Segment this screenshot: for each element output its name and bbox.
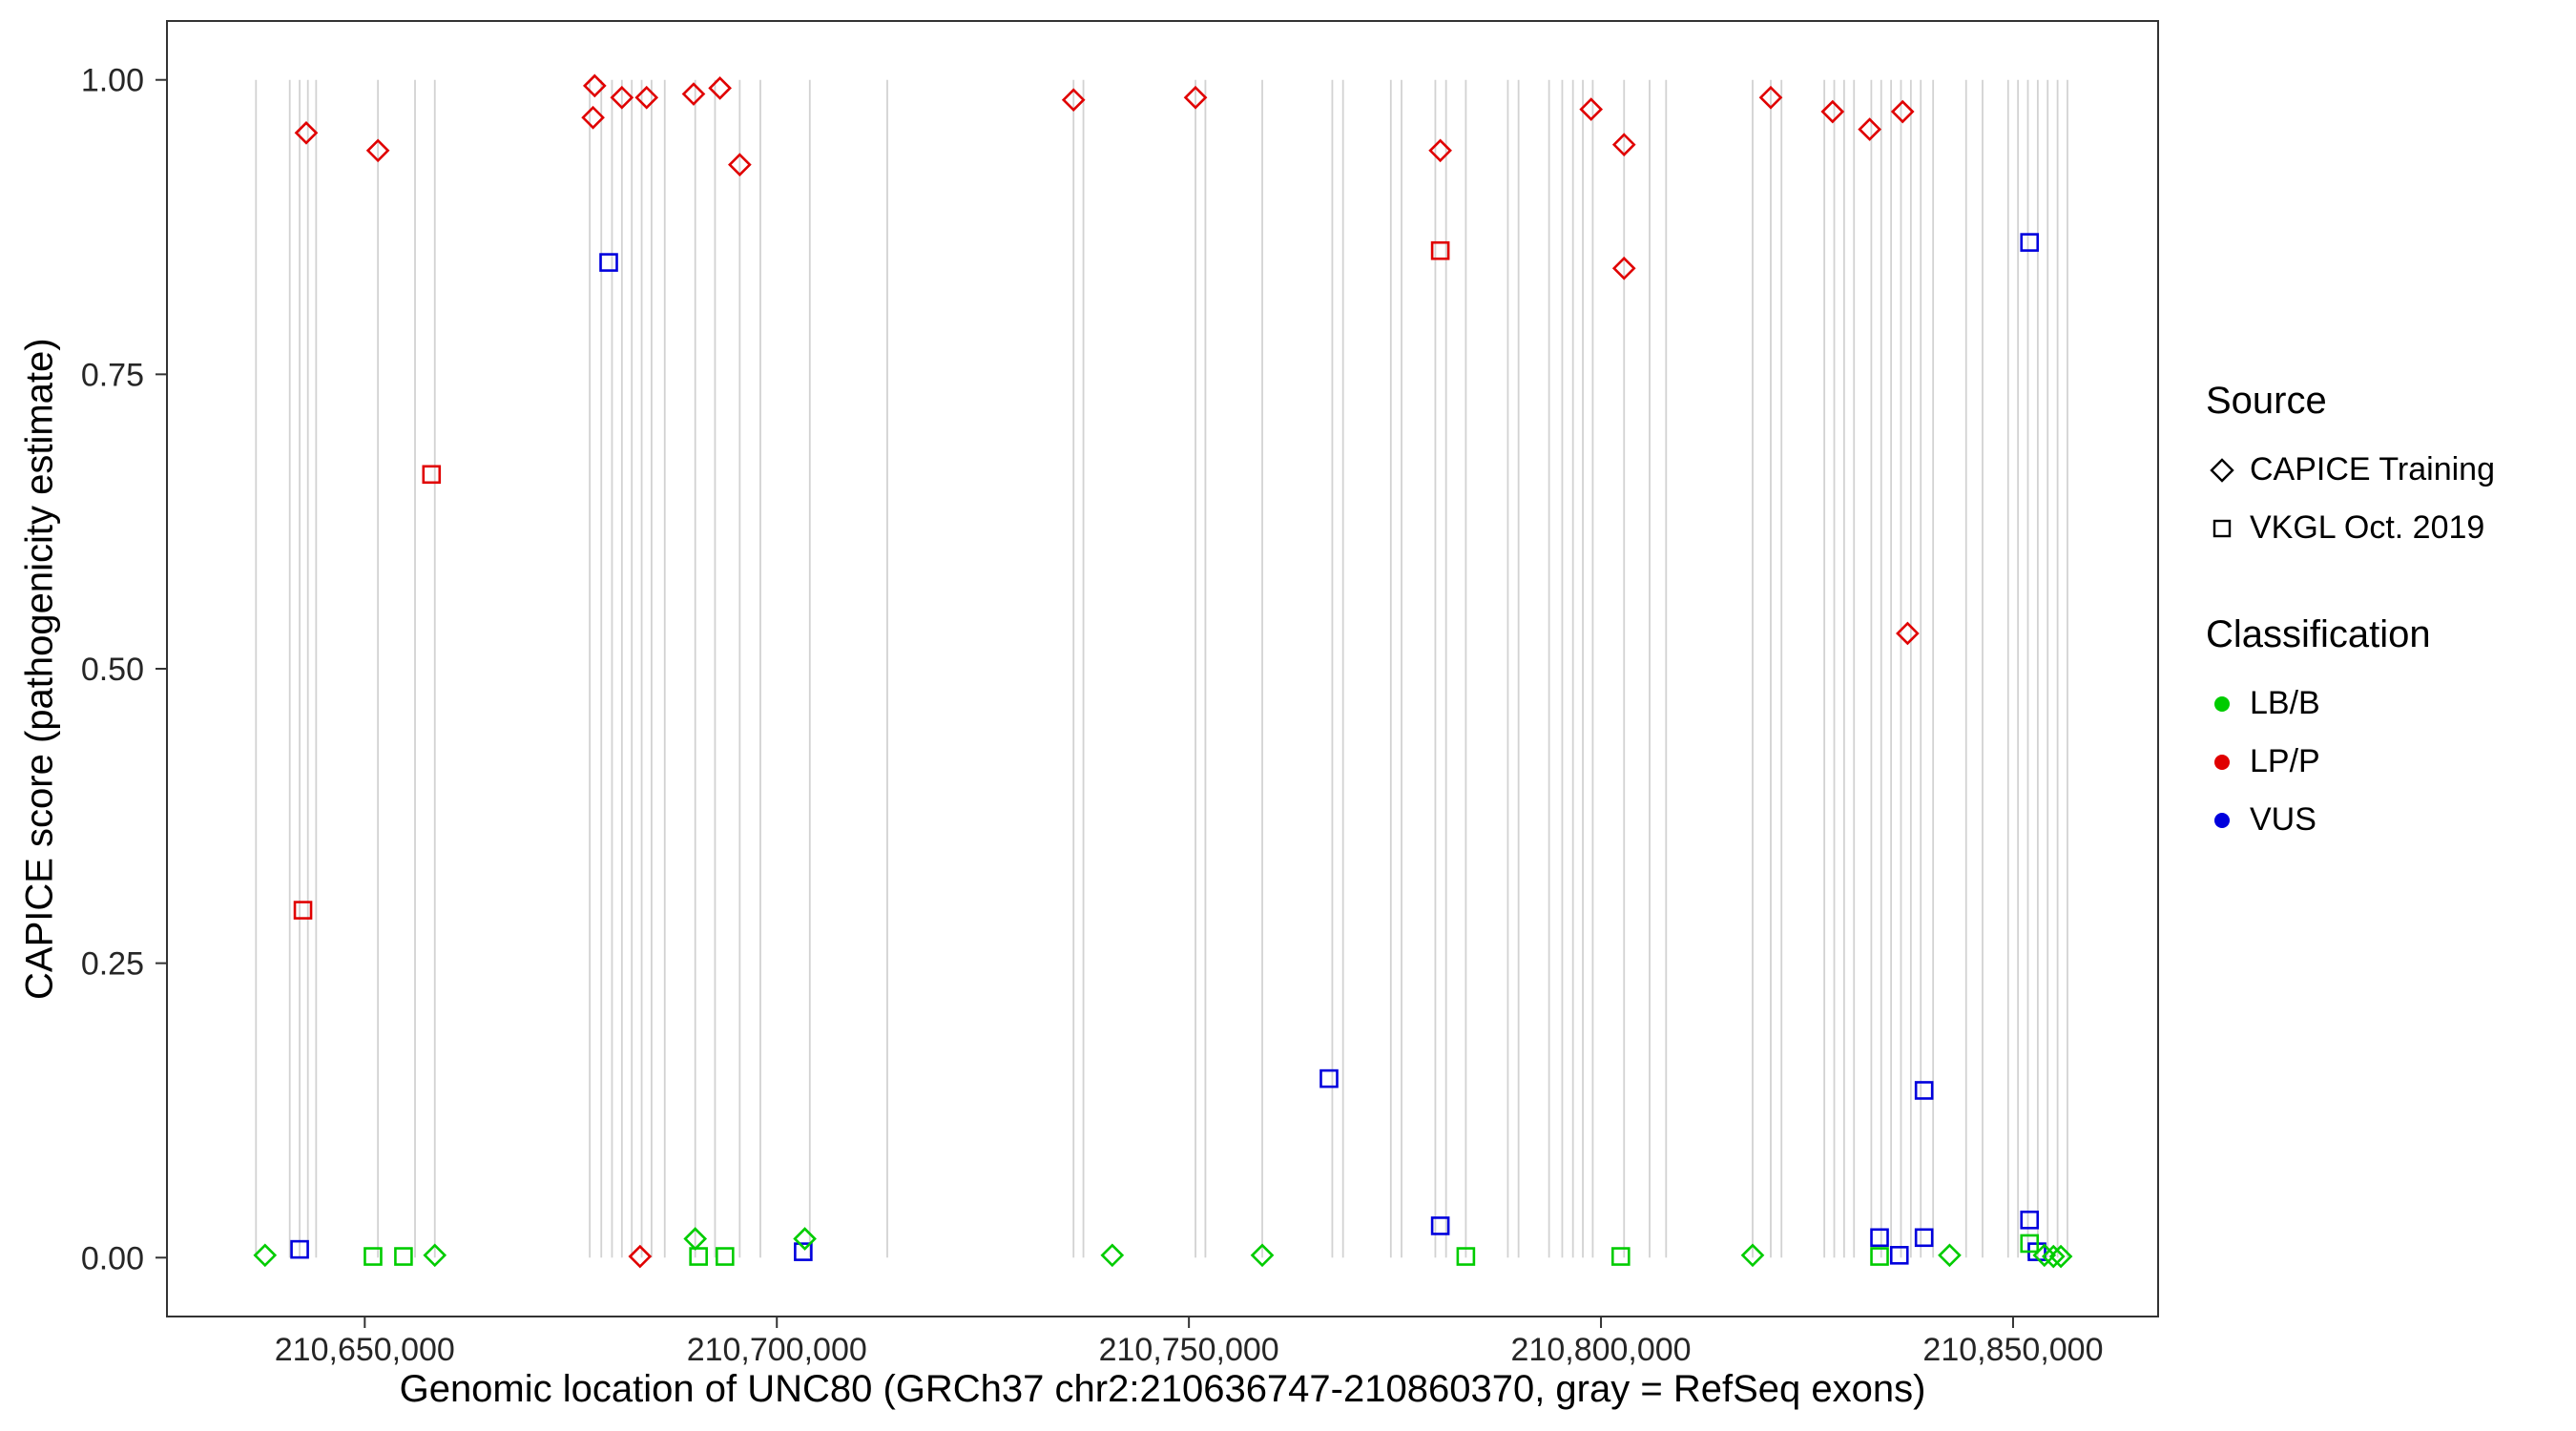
data-point	[1430, 240, 1450, 260]
data-point	[2048, 1244, 2073, 1269]
data-point	[1319, 1068, 1339, 1089]
data-point	[1890, 99, 1915, 124]
data-point	[290, 1239, 309, 1259]
blue-dot-icon	[2206, 804, 2250, 837]
data-point	[1611, 133, 1636, 156]
green-dot-icon	[2206, 688, 2250, 720]
data-point	[1428, 138, 1452, 163]
data-point	[1758, 85, 1783, 110]
data-point	[422, 465, 442, 485]
data-point	[716, 1247, 735, 1266]
data-point	[689, 1247, 708, 1266]
data-point	[1896, 621, 1920, 646]
y-tick-label: 0.00	[81, 1240, 144, 1276]
data-point	[1611, 256, 1636, 280]
legend: Source CAPICE Training VKGL Oct. 2019 Cl…	[2206, 380, 2495, 860]
points-group	[253, 73, 2073, 1269]
x-tick-label: 210,700,000	[687, 1332, 867, 1368]
square-marker-icon	[2206, 512, 2250, 545]
data-point	[1456, 1247, 1476, 1266]
data-point	[1183, 85, 1208, 110]
data-point	[423, 1243, 447, 1268]
data-point	[1430, 1216, 1450, 1235]
data-point	[681, 82, 706, 106]
data-point	[1870, 1228, 1889, 1248]
data-point	[1820, 99, 1845, 124]
red-dot-icon	[2206, 746, 2250, 778]
data-point	[2020, 1234, 2040, 1254]
data-point	[1250, 1243, 1275, 1268]
data-point	[728, 153, 752, 176]
x-axis-title: Genomic location of UNC80 (GRCh37 chr2:2…	[399, 1368, 1926, 1410]
legend-item-label: VUS	[2250, 801, 2316, 838]
x-axis: 210,650,000 210,700,000 210,750,000 210,800…	[275, 1317, 2104, 1368]
data-point	[1889, 1246, 1909, 1265]
data-point	[1610, 1247, 1631, 1266]
legend-source-title: Source	[2206, 380, 2327, 422]
data-point	[293, 901, 313, 920]
data-point	[1061, 88, 1086, 113]
data-point	[2020, 1210, 2040, 1230]
data-point	[1579, 97, 1604, 121]
data-point	[599, 253, 618, 272]
data-point	[364, 1247, 383, 1266]
x-tick-label: 210,650,000	[275, 1332, 455, 1368]
data-point	[294, 120, 319, 145]
legend-item-label: LP/P	[2250, 743, 2320, 779]
legend-item-lbb: LB/B	[2206, 685, 2495, 722]
data-point	[794, 1242, 813, 1261]
data-point	[708, 76, 732, 100]
legend-item-label: VKGL Oct. 2019	[2250, 509, 2485, 546]
y-axis-title: CAPICE score (pathogenicity estimate)	[18, 338, 61, 1000]
panel-border	[166, 20, 2159, 1317]
data-point	[2041, 1244, 2066, 1269]
legend-item-vus: VUS	[2206, 801, 2495, 839]
y-tick-label: 0.25	[81, 946, 144, 983]
data-point	[1870, 1247, 1889, 1266]
legend-item-vkgl: VKGL Oct. 2019	[2206, 509, 2495, 547]
legend-classification-group: Classification LB/B LP/P VUS	[2206, 613, 2495, 839]
legend-classification-title: Classification	[2206, 613, 2431, 655]
data-point	[628, 1244, 653, 1269]
data-point	[610, 85, 634, 110]
diamond-marker-icon	[2206, 454, 2250, 487]
legend-item-capice-training: CAPICE Training	[2206, 451, 2495, 488]
y-axis: 0.00 0.25 0.50 0.75 1.00	[81, 63, 167, 1276]
legend-item-label: CAPICE Training	[2250, 451, 2495, 487]
data-point	[582, 73, 607, 98]
y-tick-label: 1.00	[81, 63, 144, 99]
exon-lines-group	[255, 79, 2068, 1258]
data-point	[634, 85, 659, 110]
x-tick-label: 210,750,000	[1099, 1332, 1279, 1368]
legend-item-label: LB/B	[2250, 685, 2320, 721]
data-point	[1914, 1081, 1934, 1100]
data-point	[1914, 1228, 1934, 1248]
legend-source-group: Source CAPICE Training VKGL Oct. 2019	[2206, 380, 2495, 547]
legend-item-lpp: LP/P	[2206, 743, 2495, 780]
data-point	[253, 1243, 278, 1268]
data-point	[365, 138, 390, 163]
data-point	[2020, 233, 2040, 252]
data-point	[793, 1227, 817, 1251]
data-point	[394, 1247, 413, 1266]
data-point	[1858, 117, 1881, 141]
x-tick-label: 210,850,000	[1922, 1332, 2103, 1368]
data-point	[1938, 1243, 1962, 1268]
x-tick-label: 210,800,000	[1511, 1332, 1692, 1368]
data-point	[1740, 1243, 1765, 1268]
y-tick-label: 0.50	[81, 652, 144, 688]
data-point	[581, 105, 605, 130]
y-tick-label: 0.75	[81, 357, 144, 393]
data-point	[1100, 1243, 1125, 1268]
